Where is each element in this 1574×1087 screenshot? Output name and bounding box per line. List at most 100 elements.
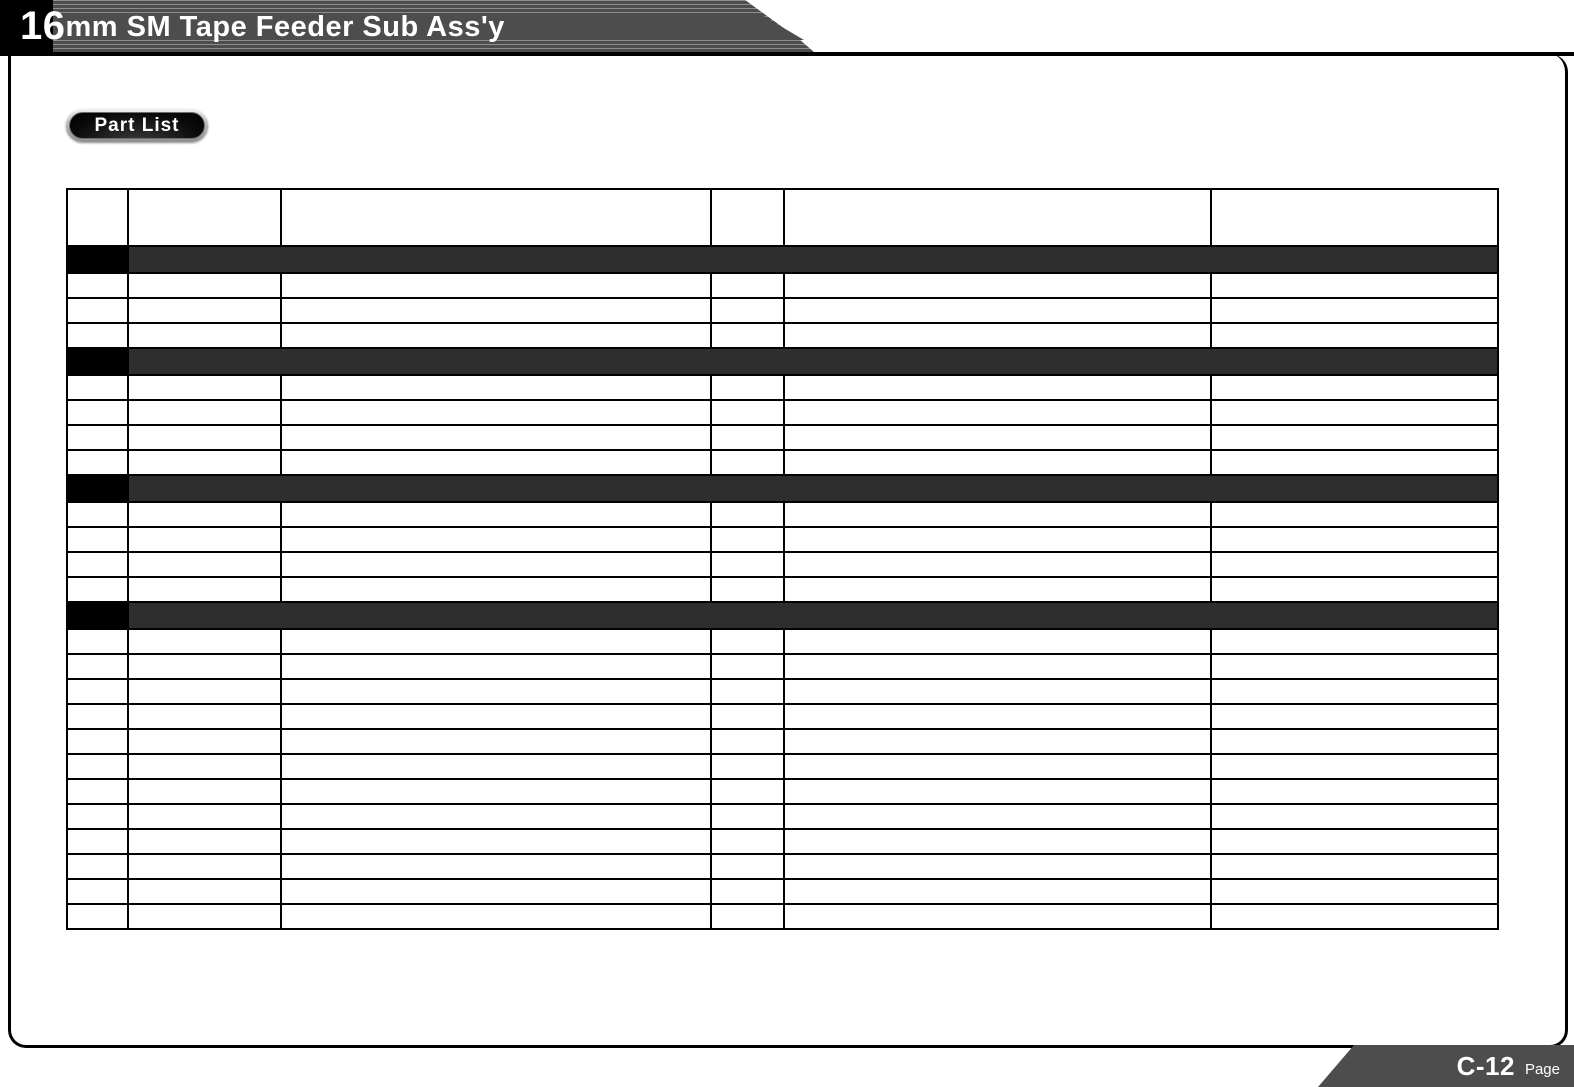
table-cell-desc: [280, 576, 712, 603]
table-cell-desc: [280, 628, 712, 655]
table-cell-qty: [710, 449, 785, 476]
table-cell-desc: [280, 778, 712, 805]
table-row: [66, 678, 1499, 705]
table-cell-refno: [127, 853, 282, 880]
table-row: [66, 828, 1499, 855]
table-cell-desc: [280, 703, 712, 730]
table-cell-extra: [1210, 828, 1499, 855]
table-cell-extra: [1210, 399, 1499, 426]
table-cell-extra: [1210, 878, 1499, 905]
table-cell-desc: [280, 501, 712, 528]
footer-page-label: Page: [1524, 1060, 1560, 1078]
table-row: [66, 449, 1499, 476]
table-cell-extra: [1210, 728, 1499, 755]
table-cell-extra: [1210, 803, 1499, 830]
table-cell-no: [66, 653, 129, 680]
table-cell-refno: [127, 297, 282, 324]
table-cell-no: [66, 501, 129, 528]
table-cell-desc: [280, 449, 712, 476]
table-cell-qty: [710, 272, 785, 299]
table-cell-no: [66, 903, 129, 930]
table-section-separator-index: [66, 601, 129, 630]
table-cell-qty: [710, 853, 785, 880]
table-cell-refno: [127, 703, 282, 730]
table-cell-refno: [127, 878, 282, 905]
table-cell-qty: [710, 828, 785, 855]
table-row: [66, 526, 1499, 553]
table-cell-qty: [710, 628, 785, 655]
table-header-cell-refno: [127, 188, 282, 247]
table-cell-refno: [127, 828, 282, 855]
table-cell-extra: [1210, 551, 1499, 578]
table-cell-extra: [1210, 297, 1499, 324]
table-cell-qty: [710, 703, 785, 730]
table-cell-extra: [1210, 703, 1499, 730]
table-cell-no: [66, 374, 129, 401]
table-cell-extra: [1210, 628, 1499, 655]
table-cell-qty: [710, 576, 785, 603]
part-list-table-body: [66, 188, 1499, 930]
table-row: [66, 322, 1499, 349]
table-cell-desc: [280, 374, 712, 401]
table-section-separator-bar: [127, 601, 1499, 630]
table-cell-qty: [710, 374, 785, 401]
table-cell-remark: [783, 703, 1212, 730]
table-cell-remark: [783, 778, 1212, 805]
table-section-separator-bar: [127, 245, 1499, 274]
table-cell-extra: [1210, 778, 1499, 805]
table-cell-no: [66, 399, 129, 426]
table-cell-remark: [783, 424, 1212, 451]
table-cell-qty: [710, 903, 785, 930]
table-cell-no: [66, 551, 129, 578]
table-cell-refno: [127, 551, 282, 578]
table-cell-remark: [783, 551, 1212, 578]
table-cell-no: [66, 272, 129, 299]
table-cell-refno: [127, 576, 282, 603]
table-cell-refno: [127, 903, 282, 930]
table-cell-desc: [280, 853, 712, 880]
table-header-cell-no: [66, 188, 129, 247]
table-row: [66, 728, 1499, 755]
table-cell-qty: [710, 322, 785, 349]
table-row: [66, 576, 1499, 603]
table-cell-no: [66, 576, 129, 603]
table-cell-remark: [783, 526, 1212, 553]
table-cell-qty: [710, 678, 785, 705]
table-row: [66, 703, 1499, 730]
table-cell-qty: [710, 424, 785, 451]
table-cell-desc: [280, 322, 712, 349]
table-section-separator-index: [66, 347, 129, 376]
table-cell-no: [66, 424, 129, 451]
table-cell-desc: [280, 903, 712, 930]
table-cell-qty: [710, 399, 785, 426]
table-cell-extra: [1210, 576, 1499, 603]
table-header-cell-remark: [783, 188, 1212, 247]
footer-page-number: C-12: [1456, 1050, 1515, 1081]
table-cell-desc: [280, 878, 712, 905]
table-cell-refno: [127, 803, 282, 830]
table-cell-qty: [710, 653, 785, 680]
table-section-separator-row: [66, 601, 1499, 630]
page-frame-top-edge: [8, 52, 1568, 56]
table-section-separator-row: [66, 347, 1499, 376]
table-cell-no: [66, 703, 129, 730]
table-row: [66, 628, 1499, 655]
table-cell-refno: [127, 322, 282, 349]
table-row: [66, 753, 1499, 780]
header-left-black-block: [0, 0, 53, 53]
table-cell-desc: [280, 753, 712, 780]
table-cell-remark: [783, 628, 1212, 655]
table-cell-desc: [280, 297, 712, 324]
table-row: [66, 424, 1499, 451]
table-header-cell-extra: [1210, 188, 1499, 247]
table-cell-remark: [783, 501, 1212, 528]
table-cell-no: [66, 753, 129, 780]
table-row: [66, 399, 1499, 426]
footer-page-tab: C-12 Page: [1318, 1045, 1574, 1087]
table-row: [66, 903, 1499, 930]
table-section-separator-bar: [127, 347, 1499, 376]
table-cell-extra: [1210, 853, 1499, 880]
table-cell-no: [66, 853, 129, 880]
table-cell-remark: [783, 297, 1212, 324]
table-cell-extra: [1210, 678, 1499, 705]
